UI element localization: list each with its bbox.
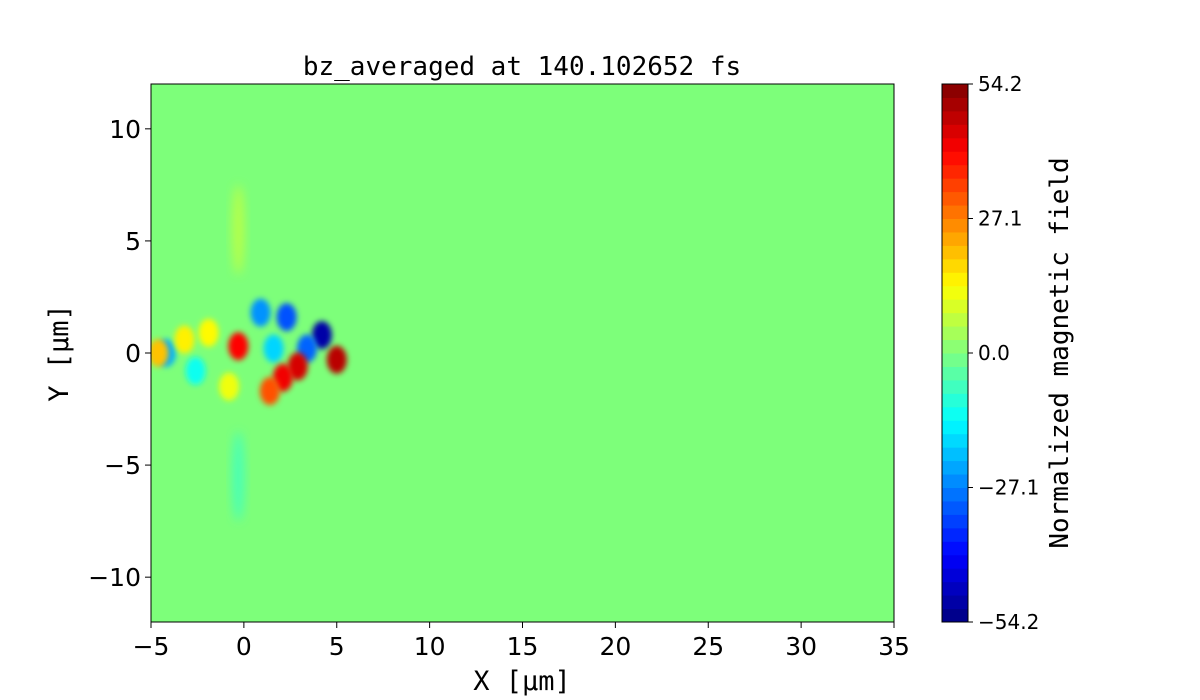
field-feature <box>185 356 206 385</box>
colorbar-level <box>942 110 968 125</box>
colorbar-level <box>942 393 968 408</box>
colorbar-levels <box>942 84 968 623</box>
colorbar-tick-label: −54.2 <box>978 610 1039 634</box>
field-feature <box>232 431 245 522</box>
y-tick-label: 10 <box>109 115 141 144</box>
colorbar-level <box>942 406 968 421</box>
y-axis-label: Y [μm] <box>44 304 75 402</box>
field-feature <box>174 325 195 354</box>
field-feature <box>263 334 284 363</box>
colorbar-level <box>942 379 968 394</box>
colorbar-level <box>942 568 968 583</box>
x-tick-label: −5 <box>133 632 170 661</box>
colorbar-level <box>942 581 968 596</box>
colorbar-label: Normalized magnetic field <box>1045 157 1075 548</box>
x-axis-ticks: −5 0 5 10 15 20 25 30 35 <box>133 622 910 661</box>
x-tick-label: 35 <box>878 632 910 661</box>
field-feature <box>311 321 332 350</box>
colorbar-level <box>942 285 968 300</box>
x-tick-label: 15 <box>507 632 539 661</box>
y-tick-label: 0 <box>125 339 141 368</box>
field-feature <box>326 345 347 374</box>
field-feature <box>276 303 297 332</box>
y-tick-label: −10 <box>88 563 141 592</box>
colorbar-tick-label: 0.0 <box>978 341 1010 365</box>
colorbar-level <box>942 124 968 139</box>
colorbar-level <box>942 433 968 448</box>
colorbar-level <box>942 84 968 98</box>
field-feature <box>250 298 271 327</box>
chart-title: bz_averaged at 140.102652 fs <box>303 52 741 82</box>
colorbar-level <box>942 151 968 166</box>
x-tick-label: 30 <box>785 632 817 661</box>
colorbar-level <box>942 608 968 623</box>
colorbar-level <box>942 245 968 260</box>
colorbar-level <box>942 272 968 287</box>
colorbar-level <box>942 164 968 179</box>
x-tick-label: 20 <box>599 632 631 661</box>
colorbar-level <box>942 500 968 515</box>
colorbar-tick-label: 54.2 <box>978 72 1023 96</box>
colorbar-level <box>942 205 968 219</box>
field-feature <box>232 184 245 275</box>
field-features <box>151 184 347 522</box>
y-axis-ticks: 10 5 0 −5 −10 <box>88 115 151 592</box>
colorbar-level <box>942 258 968 273</box>
colorbar-level <box>942 218 968 233</box>
field-feature <box>287 352 308 381</box>
field-feature <box>259 377 280 406</box>
colorbar: 54.2 27.1 0.0 −27.1 −54.2 Normalized magneti… <box>941 72 1075 634</box>
colorbar-level <box>942 541 968 556</box>
colorbar-level <box>942 326 968 341</box>
colorbar-tick-label: −27.1 <box>978 476 1039 500</box>
colorbar-ticks: 54.2 27.1 0.0 −27.1 −54.2 <box>968 72 1039 634</box>
colorbar-level <box>942 97 968 112</box>
colorbar-level <box>942 339 968 354</box>
x-tick-label: 0 <box>236 632 252 661</box>
colorbar-tick-label: 27.1 <box>978 207 1023 231</box>
colorbar-level <box>942 178 968 193</box>
y-tick-label: −5 <box>104 451 141 480</box>
colorbar-level <box>942 527 968 542</box>
colorbar-level <box>942 137 968 152</box>
colorbar-level <box>942 312 968 327</box>
x-tick-label: 5 <box>329 632 345 661</box>
plot-area <box>150 83 895 623</box>
y-tick-label: 5 <box>125 227 141 256</box>
colorbar-level <box>942 299 968 314</box>
colorbar-level <box>942 231 968 246</box>
colorbar-level <box>942 447 968 462</box>
field-feature <box>219 372 240 401</box>
colorbar-level <box>942 353 968 367</box>
x-tick-label: 10 <box>414 632 446 661</box>
field-feature <box>198 318 219 347</box>
x-axis-label: X [μm] <box>473 666 571 697</box>
colorbar-level <box>942 366 968 381</box>
field-background <box>151 84 894 622</box>
colorbar-level <box>942 420 968 435</box>
colorbar-level <box>942 554 968 569</box>
x-tick-label: 25 <box>692 632 724 661</box>
field-feature <box>151 339 169 367</box>
colorbar-level <box>942 191 968 206</box>
colorbar-level <box>942 460 968 475</box>
colorbar-level <box>942 474 968 488</box>
field-feature <box>228 332 249 361</box>
colorbar-level <box>942 595 968 610</box>
colorbar-level <box>942 514 968 529</box>
colorbar-level <box>942 487 968 502</box>
